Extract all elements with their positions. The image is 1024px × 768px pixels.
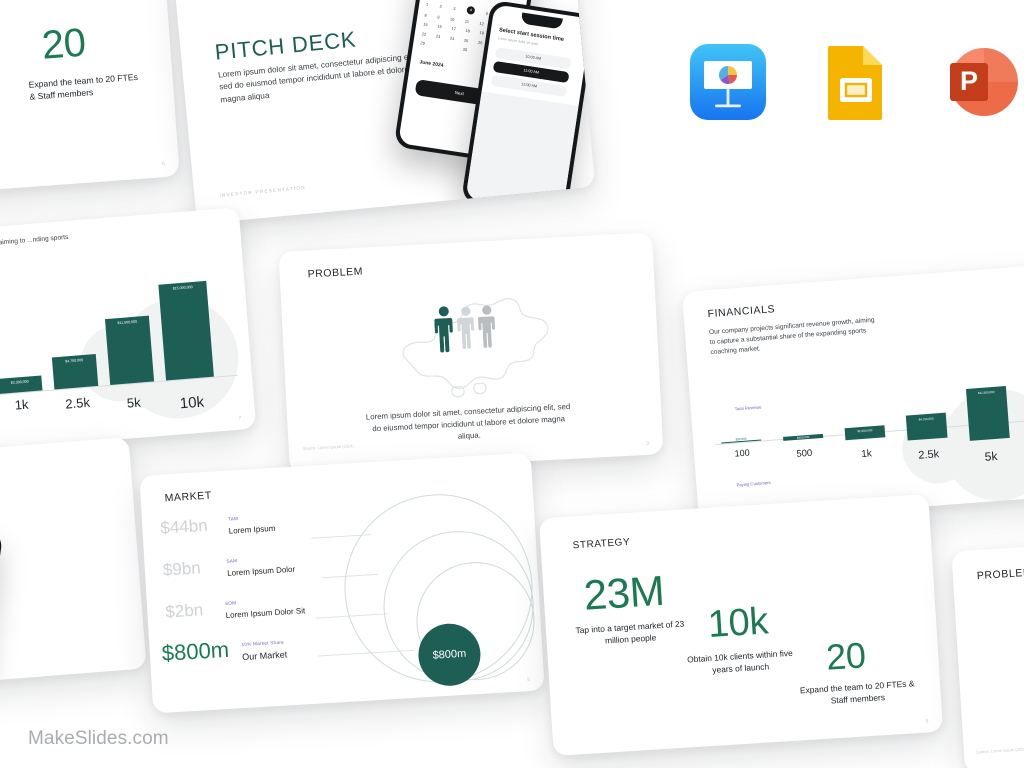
bar-category-label: 5k [984,448,998,464]
bar-category-label: 10k [179,393,205,413]
strategy-stat-value-2: 20 [40,20,88,68]
market-tag-sam: SAM [226,558,238,564]
slide-body-text: Our company projects significant revenue… [708,316,875,357]
strategy-stat-caption-2: Expand the team to 20 FTEs & Staff membe… [28,71,139,103]
slide-source-note: Source: Lorem Ipsum (2024) [975,746,1024,755]
bar-category-label: 1k [860,448,873,461]
bar-value-label: $15,000,000 [172,285,193,291]
slide-footer-label: INVESTOR PRESENTATION [219,184,307,199]
slide-heading: FINANCIALS [707,303,776,321]
bar-category-label: 2.5k [64,394,91,412]
slide-financials-partial-left[interactable]: ...ue growth, aiming to ...nding sports … [0,207,257,463]
slide-page-number: 5 [527,677,531,684]
strategy-stat-caption-3: Expand the team to 20 FTEs & Staff membe… [799,678,915,706]
bar-value-label: $11,500,000 [977,389,995,395]
slide-page-number: 6 [925,718,929,725]
slide-heading: PROBLEM [307,265,364,281]
slide-problem[interactable]: PROBLEM Lorem ip [278,232,664,474]
bar: $460,000 [783,433,824,441]
market-tag-tam: TAM [227,516,239,522]
bar-value-label: $4,750,000 [65,358,84,364]
slide-page-number: 6 [161,161,166,168]
bar-chart-financials: Total Revenue Paying Customers $30,000 $… [711,358,1024,510]
slide-body-text: ...ue growth, aiming to ...nding sports … [0,233,69,250]
bar: $4,750,000 [905,412,948,441]
strategy-stat-value-1: 23M [582,566,666,619]
slide-problem-right-edge[interactable]: PROBLEM Source: Lorem Ipsum (2024) [951,532,1024,768]
bar-value-label: $4,750,000 [918,416,934,422]
bar-value-label: $2,300,000 [857,428,873,434]
bar: $11,500,000 [965,386,1010,441]
slide-heading: STRATEGY [572,536,631,552]
market-label-tam: Lorem Ipsum [228,523,276,536]
strategy-stat-caption-2: Obtain 10k clients within five years of … [686,647,793,676]
apple-keynote-icon[interactable] [690,44,766,120]
watermark-makeslides: MakeSlides.com [28,728,169,749]
phone-month-label-next: June 2024 [419,59,444,69]
bar: $4,750,000 [51,354,99,390]
slide-app-mockup-bottomleft[interactable]: Select start session date Lorem ipsum co… [0,436,147,692]
bar-category-label: 1k [14,396,29,413]
market-label-sam: Lorem Ipsum Dolor [226,564,296,578]
slide-page-number: 7 [238,415,242,422]
microsoft-powerpoint-icon[interactable]: P [946,46,1018,118]
svg-text:P: P [960,66,978,96]
map-outline-graphic [402,298,549,398]
market-amount-som: $2bn [164,600,204,622]
bar-value-label: $11,500,000 [117,319,138,326]
market-tag-our: 10% Market Share [241,639,285,648]
strategy-stat-value-3: 20 [824,634,867,678]
market-label-our: Our Market [241,649,288,663]
bar-chart-financials-left: $2,300,000 $4,750,000 $11,500,000 $15,00… [0,250,243,424]
bar: $11,500,000 [104,315,155,385]
bar-category-label: 100 [734,447,750,459]
strategy-stat-caption-1: Tap into a target market of 23 million p… [575,618,685,646]
app-icon-row: P [690,44,1018,120]
phone-content-placeholder [465,91,579,213]
bar: $15,000,000 [158,280,214,381]
chart-x-axis-label: Paying Customers [736,479,771,488]
slide-body-text: Lorem ipsum dolor sit amet, consectetur … [365,401,571,441]
slide-heading: PROBLEM [976,566,1024,583]
bar: $2,300,000 [844,425,886,441]
bar-category-label: 5k [126,394,142,411]
chart-y-axis-label: Total Revenue [734,404,762,412]
bar-category-label: 500 [796,447,813,460]
bar-value-label: $460,000 [796,434,810,440]
market-tag-som: SOM [224,600,237,606]
phone-mockup-time-2: Select start session time Lorem ipsum do… [0,518,4,692]
google-slides-icon[interactable] [820,44,892,120]
slide-strategy[interactable]: STRATEGY 23M Tap into a target market of… [538,493,944,757]
slide-page-number: 3 [646,440,650,447]
people-figures-graphic [434,305,496,353]
slide-financials[interactable]: FINANCIALS Our company projects signific… [681,260,1024,524]
market-amount-tam: $44bn [159,515,209,538]
market-bubble-label: $800m [432,647,467,662]
strategy-stat-value-2: 10k [706,600,770,647]
market-amount-sam: $9bn [162,558,202,580]
bar-value-label: $30,000 [735,436,747,441]
bar-value-label: $2,300,000 [10,379,29,385]
slide-pitch-deck-title[interactable]: PITCH DECK Lorem ipsum dolor sit amet, c… [172,0,596,225]
slide-heading: MARKET [164,489,213,505]
bar-category-label: 2.5k [917,448,940,462]
market-label-som: Lorem Ipsum Dolor Sit [225,606,306,620]
slide-source-note: Source: Lorem Ipsum (2024) [302,443,354,451]
phone-notch-2 [520,12,564,30]
slide-market[interactable]: MARKET $44bn TAM Lorem Ipsum $9bn SAM Lo… [139,452,545,714]
market-amount-our: $800m [161,636,230,666]
slide-strategy-partial-topleft[interactable]: 10k s within nch 20 Expand the team to 2… [0,0,180,200]
